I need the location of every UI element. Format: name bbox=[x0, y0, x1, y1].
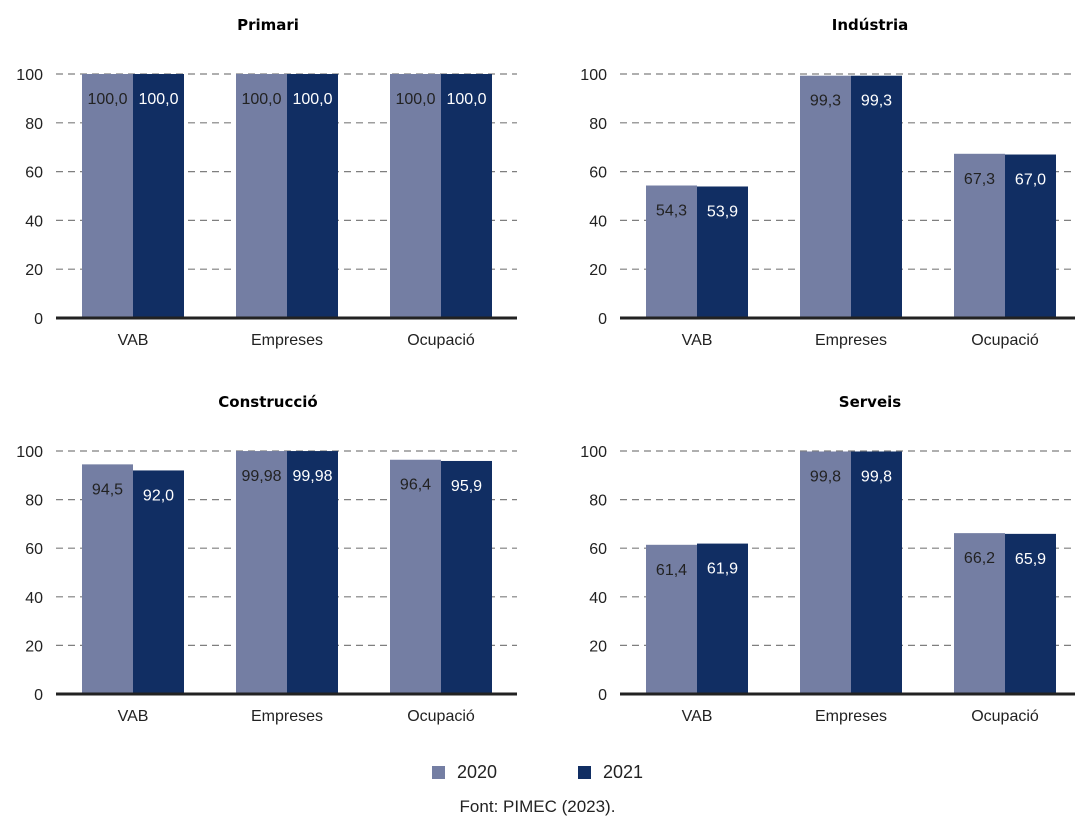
construccio-data-label-empreses-2020: 99,98 bbox=[241, 468, 281, 485]
primari-data-label-empreses-2020: 100,0 bbox=[241, 91, 281, 108]
industria-ytick-label: 60 bbox=[589, 165, 607, 182]
legend: 2020 2021 bbox=[0, 762, 1075, 784]
serveis-category-label-empreses: Empreses bbox=[815, 708, 887, 725]
serveis-ytick-label: 60 bbox=[589, 541, 607, 558]
construccio-bar-ocupacio-2020 bbox=[390, 459, 441, 694]
primari-ytick-label: 100 bbox=[16, 67, 43, 84]
primari-ytick-label: 80 bbox=[25, 116, 43, 133]
primari-bar-empreses-2020 bbox=[236, 74, 287, 318]
primari-data-label-vab-2021: 100,0 bbox=[138, 91, 178, 108]
primari-data-label-ocupacio-2021: 100,0 bbox=[446, 91, 486, 108]
serveis-data-label-ocupacio-2020: 66,2 bbox=[964, 550, 995, 567]
construccio-ytick-label: 80 bbox=[25, 493, 43, 510]
industria-bar-ocupacio-2020 bbox=[954, 153, 1005, 318]
legend-item-2020: 2020 bbox=[431, 762, 497, 783]
serveis-ytick-label: 80 bbox=[589, 493, 607, 510]
industria-ytick-label: 40 bbox=[589, 213, 607, 230]
construccio-ytick-label: 20 bbox=[25, 638, 43, 655]
primari-data-label-empreses-2021: 100,0 bbox=[292, 91, 332, 108]
serveis-bar-vab-2020 bbox=[646, 544, 697, 694]
industria-bar-ocupacio-2021 bbox=[1005, 154, 1056, 318]
construccio-title: Construcció bbox=[218, 393, 317, 411]
serveis-ytick-label: 40 bbox=[589, 590, 607, 607]
construccio-bar-vab-2021 bbox=[133, 470, 184, 694]
industria-bar-empreses-2020 bbox=[800, 75, 851, 318]
construccio-category-label-empreses: Empreses bbox=[251, 708, 323, 725]
serveis-bar-ocupacio-2020 bbox=[954, 533, 1005, 694]
primari-bar-vab-2020 bbox=[82, 74, 133, 318]
primari-ytick-label: 60 bbox=[25, 165, 43, 182]
primari-bar-ocupacio-2020 bbox=[390, 74, 441, 318]
industria-bar-vab-2021 bbox=[697, 186, 748, 318]
construccio-category-label-vab: VAB bbox=[118, 708, 149, 725]
serveis-ytick-label: 20 bbox=[589, 638, 607, 655]
primari-category-label-empreses: Empreses bbox=[251, 332, 323, 349]
serveis-data-label-vab-2020: 61,4 bbox=[656, 562, 687, 579]
serveis-category-label-vab: VAB bbox=[682, 708, 713, 725]
construccio-data-label-vab-2020: 94,5 bbox=[92, 481, 123, 498]
primari-bar-ocupacio-2021 bbox=[441, 74, 492, 318]
primari-bar-vab-2021 bbox=[133, 74, 184, 318]
construccio-data-label-ocupacio-2020: 96,4 bbox=[400, 477, 431, 494]
industria-category-label-ocupacio: Ocupació bbox=[971, 332, 1039, 349]
industria-category-label-empreses: Empreses bbox=[815, 332, 887, 349]
primari-ytick-label: 40 bbox=[25, 213, 43, 230]
industria-ytick-label: 20 bbox=[589, 262, 607, 279]
serveis-category-label-ocupacio: Ocupació bbox=[971, 708, 1039, 725]
construccio-data-label-empreses-2021: 99,98 bbox=[292, 468, 332, 485]
legend-item-2021: 2021 bbox=[578, 762, 643, 783]
construccio-category-label-ocupacio: Ocupació bbox=[407, 708, 475, 725]
construccio-bar-vab-2020 bbox=[82, 464, 133, 694]
serveis-data-label-vab-2021: 61,9 bbox=[707, 561, 738, 578]
primari-ytick-label: 0 bbox=[34, 311, 43, 328]
primari-data-label-vab-2020: 100,0 bbox=[87, 91, 127, 108]
industria-data-label-vab-2020: 54,3 bbox=[656, 203, 687, 220]
construccio-data-label-ocupacio-2021: 95,9 bbox=[451, 478, 482, 495]
industria-bar-empreses-2021 bbox=[851, 75, 902, 318]
primari-data-label-ocupacio-2020: 100,0 bbox=[395, 91, 435, 108]
serveis-data-label-ocupacio-2021: 65,9 bbox=[1015, 551, 1046, 568]
industria-title: Indústria bbox=[832, 16, 908, 34]
construccio-ytick-label: 60 bbox=[25, 541, 43, 558]
construccio-ytick-label: 0 bbox=[34, 687, 43, 704]
industria-bar-vab-2020 bbox=[646, 185, 697, 318]
industria-data-label-ocupacio-2021: 67,0 bbox=[1015, 172, 1046, 189]
industria-data-label-vab-2021: 53,9 bbox=[707, 203, 738, 220]
legend-label-2021: 2021 bbox=[603, 762, 644, 782]
serveis-ytick-label: 0 bbox=[598, 687, 607, 704]
source-note: Font: PIMEC (2023). bbox=[459, 797, 616, 816]
construccio-ytick-label: 40 bbox=[25, 590, 43, 607]
serveis-bar-empreses-2021 bbox=[851, 451, 902, 694]
construccio-ytick-label: 100 bbox=[16, 444, 43, 461]
industria-ytick-label: 0 bbox=[598, 311, 607, 328]
primari-category-label-ocupacio: Ocupació bbox=[407, 332, 475, 349]
serveis-bar-vab-2021 bbox=[697, 543, 748, 694]
serveis-data-label-empreses-2021: 99,8 bbox=[861, 468, 892, 485]
construccio-bar-ocupacio-2021 bbox=[441, 460, 492, 694]
construccio-bar-empreses-2020 bbox=[236, 451, 287, 694]
industria-ytick-label: 100 bbox=[580, 67, 607, 84]
industria-data-label-empreses-2021: 99,3 bbox=[861, 93, 892, 110]
primari-bar-empreses-2021 bbox=[287, 74, 338, 318]
primari-category-label-vab: VAB bbox=[118, 332, 149, 349]
legend-swatch-2020 bbox=[431, 766, 445, 779]
serveis-ytick-label: 100 bbox=[580, 444, 607, 461]
serveis-bar-ocupacio-2021 bbox=[1005, 533, 1056, 694]
industria-data-label-ocupacio-2020: 67,3 bbox=[964, 171, 995, 188]
serveis-title: Serveis bbox=[839, 393, 901, 411]
chart-grid: Primari 0 20 40 60 80 100 100,0 100,0 VAB 100,0 100… bbox=[16, 16, 1075, 725]
industria-data-label-empreses-2020: 99,3 bbox=[810, 93, 841, 110]
construccio-bar-empreses-2021 bbox=[287, 451, 338, 694]
serveis-data-label-empreses-2020: 99,8 bbox=[810, 468, 841, 485]
industria-category-label-vab: VAB bbox=[682, 332, 713, 349]
industria-ytick-label: 80 bbox=[589, 116, 607, 133]
legend-label-2020: 2020 bbox=[456, 762, 497, 782]
primari-title: Primari bbox=[237, 16, 299, 34]
construccio-data-label-vab-2021: 92,0 bbox=[143, 487, 174, 504]
legend-swatch-2021 bbox=[578, 766, 591, 779]
primari-ytick-label: 20 bbox=[25, 262, 43, 279]
serveis-bar-empreses-2020 bbox=[800, 451, 851, 694]
